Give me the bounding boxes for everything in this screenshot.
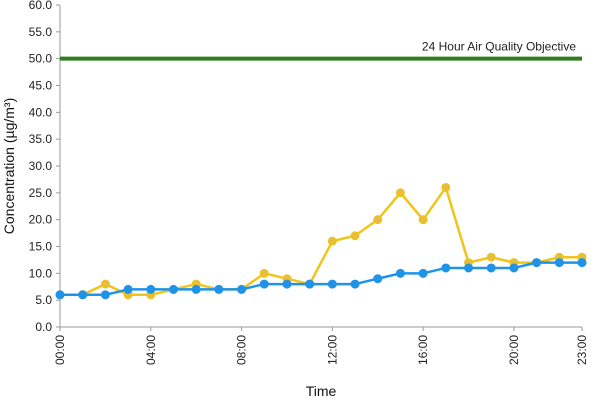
y-axis-title: Concentration (µg/m³) xyxy=(1,98,17,234)
x-tick-label: 20:00 xyxy=(507,335,521,365)
x-tick-label: 04:00 xyxy=(144,335,158,365)
x-axis-ticks: 00:00 04:00 08:00 12:00 16:00 20:00 23:00 xyxy=(53,327,589,365)
y-tick-label: 45.0 xyxy=(29,79,53,93)
x-tick-label: 00:00 xyxy=(53,335,67,365)
x-axis-title: Time xyxy=(306,383,337,399)
data-point xyxy=(350,231,360,241)
data-point xyxy=(509,263,519,273)
data-point xyxy=(486,252,496,262)
series-layer xyxy=(55,182,587,300)
data-point xyxy=(259,268,269,278)
data-point xyxy=(486,263,496,273)
data-point xyxy=(327,279,337,289)
data-point xyxy=(100,279,110,289)
data-point xyxy=(168,284,178,294)
data-point xyxy=(123,284,133,294)
data-point xyxy=(350,279,360,289)
data-point xyxy=(259,279,269,289)
y-tick-label: 5.0 xyxy=(35,293,52,307)
data-point xyxy=(55,290,65,300)
data-point xyxy=(373,274,383,284)
data-point xyxy=(441,182,451,192)
y-tick-label: 40.0 xyxy=(29,105,53,119)
data-point xyxy=(373,215,383,225)
series-line xyxy=(60,186,582,297)
y-tick-label: 0.0 xyxy=(35,320,52,334)
data-point xyxy=(214,284,224,294)
data-point xyxy=(146,284,156,294)
data-point xyxy=(78,290,88,300)
x-tick-label: 12:00 xyxy=(325,335,339,365)
data-point xyxy=(464,263,474,273)
data-point xyxy=(554,258,564,268)
data-point xyxy=(532,258,542,268)
y-tick-label: 20.0 xyxy=(29,213,53,227)
x-tick-label: 08:00 xyxy=(235,335,249,365)
data-point xyxy=(418,268,428,278)
series-line xyxy=(60,261,582,297)
data-point xyxy=(191,284,201,294)
data-point xyxy=(395,188,405,198)
data-point xyxy=(100,290,110,300)
objective-label: 24 Hour Air Quality Objective xyxy=(422,40,576,54)
y-tick-label: 50.0 xyxy=(29,52,53,66)
x-tick-label: 23:00 xyxy=(575,335,589,365)
y-tick-label: 15.0 xyxy=(29,240,53,254)
data-point xyxy=(305,279,315,289)
data-point xyxy=(418,215,428,225)
data-point xyxy=(282,279,292,289)
data-point xyxy=(441,263,451,273)
data-point xyxy=(237,284,247,294)
y-tick-label: 25.0 xyxy=(29,186,53,200)
y-tick-label: 35.0 xyxy=(29,132,53,146)
y-tick-label: 55.0 xyxy=(29,25,53,39)
data-point xyxy=(577,258,587,268)
data-point xyxy=(327,236,337,246)
x-tick-label: 16:00 xyxy=(416,335,430,365)
data-point xyxy=(395,268,405,278)
y-axis-ticks: 0.0 5.0 10.0 15.0 20.0 25.0 30.0 35.0 40.0 45.0 50… xyxy=(29,0,60,334)
y-tick-label: 30.0 xyxy=(29,159,53,173)
y-tick-label: 10.0 xyxy=(29,266,53,280)
y-tick-label: 60.0 xyxy=(29,0,53,12)
